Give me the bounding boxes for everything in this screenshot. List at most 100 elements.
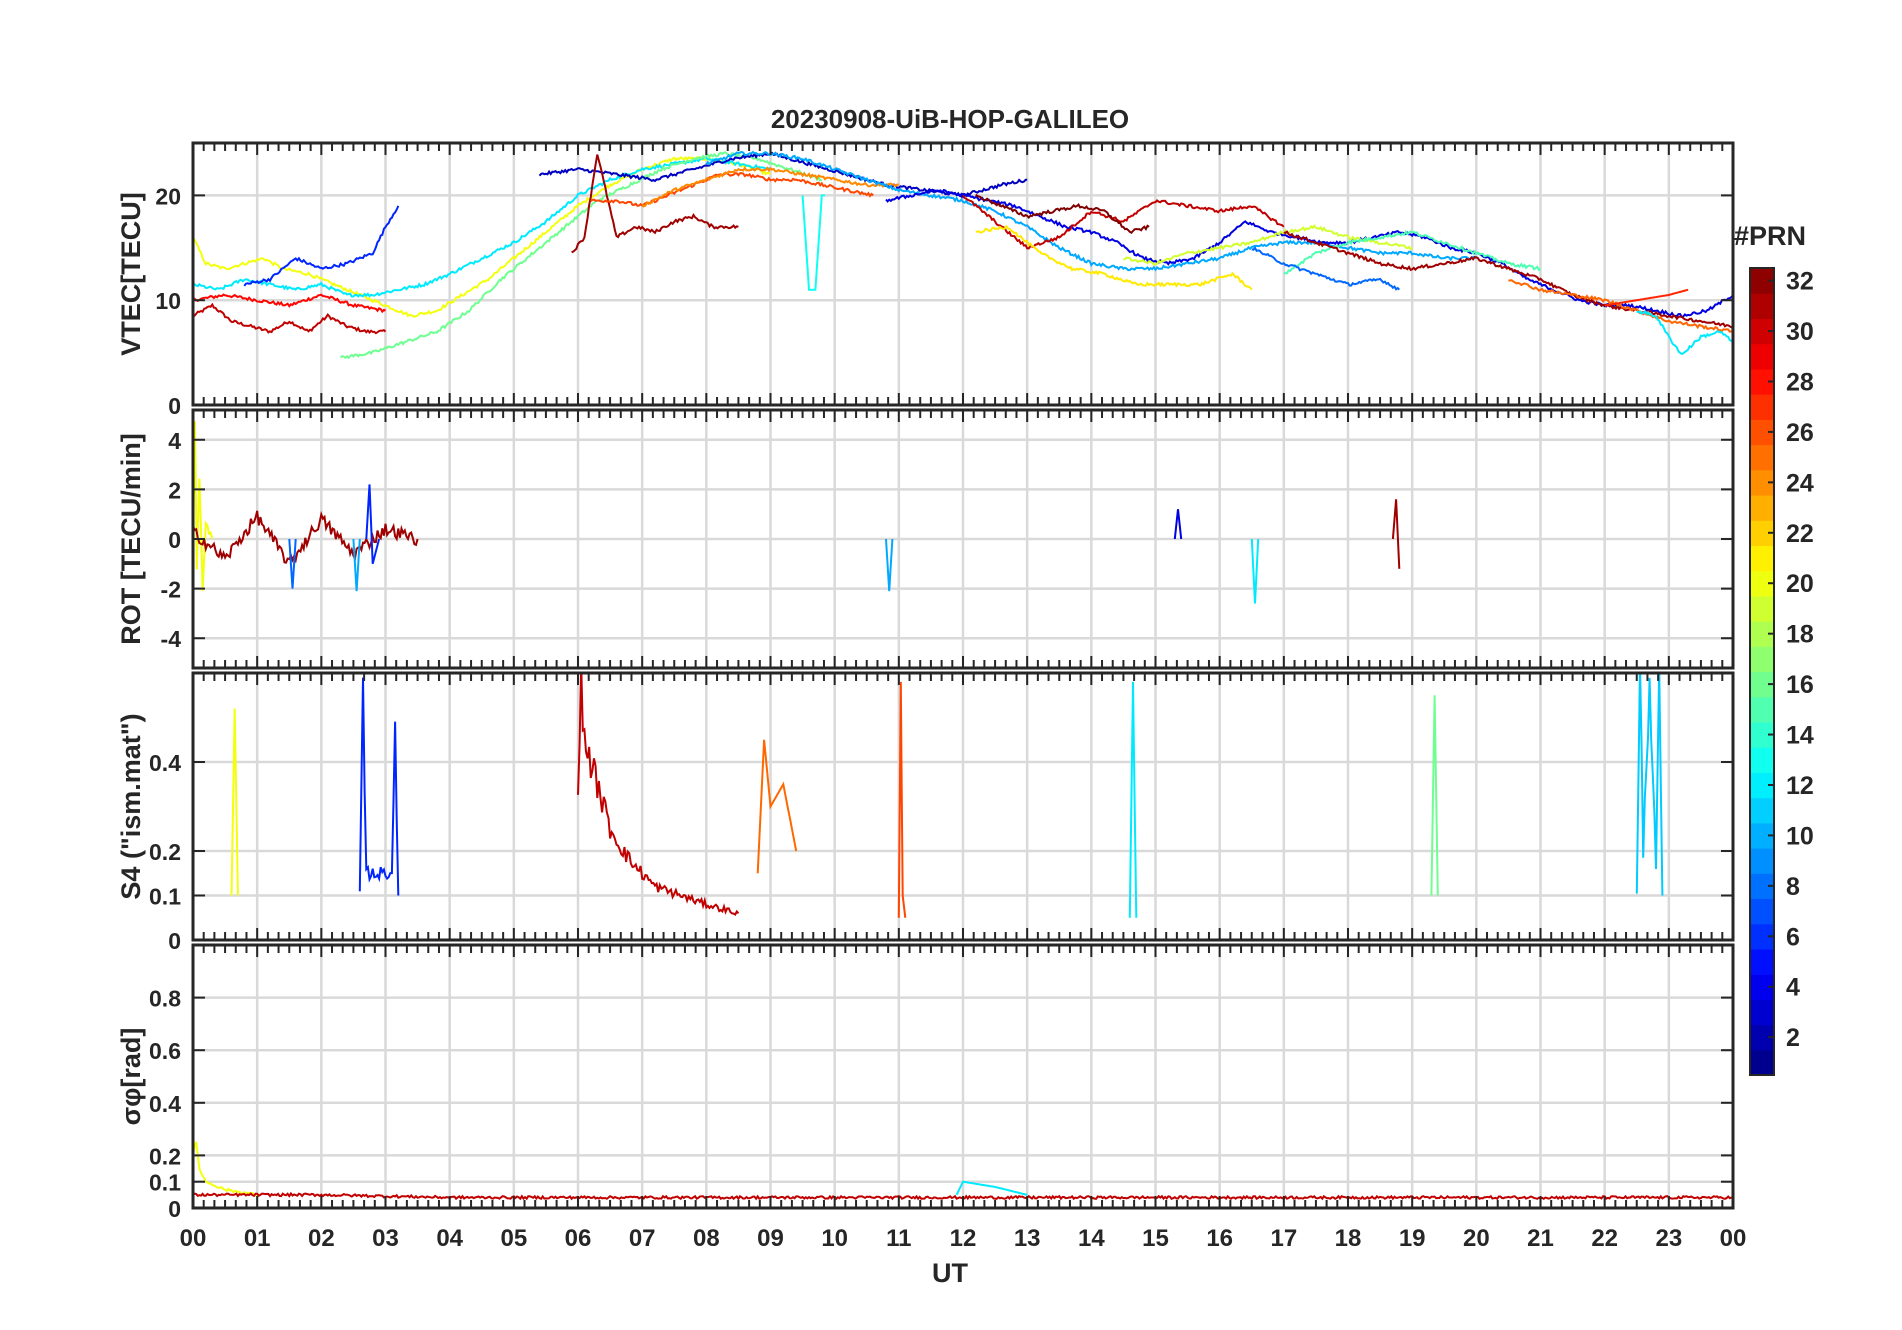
colorbar-tick-label: 20: [1786, 570, 1814, 598]
colorbar-tick-label: 4: [1786, 974, 1800, 1002]
series-group: [193, 150, 1733, 360]
series-line-prn-30: [193, 302, 387, 335]
panel-sigma: 00.10.2 0.4 0.6 0.8σφ[rad]: [116, 943, 1735, 1222]
colorbar-tick-label: 14: [1786, 722, 1814, 750]
series-line-prn-12: [1250, 538, 1260, 604]
y-axis-label: σφ[rad]: [116, 1028, 146, 1126]
series-line-prn-31: [1283, 230, 1733, 329]
series-line-prn-21: [975, 224, 1253, 291]
x-tick-label: 14: [1078, 1225, 1105, 1252]
panel-rot: -4 -2 0 2 4 ROT [TECU/min]: [116, 408, 1735, 670]
series-line-prn-26: [590, 172, 874, 207]
y-tick-label: 0.1: [149, 1170, 181, 1196]
x-tick-label: 04: [436, 1225, 463, 1252]
series-line-prn-20: [193, 421, 214, 592]
colorbar-segment: [1750, 394, 1774, 420]
x-tick-label: 20: [1463, 1225, 1490, 1252]
y-tick-label: 0: [168, 1196, 181, 1222]
series-line-prn-3: [538, 151, 1028, 199]
colorbar-tick-label: 22: [1786, 520, 1814, 548]
y-tick-label: 0.1: [149, 884, 181, 910]
series-line-prn-6: [358, 677, 400, 896]
series-line-prn-10: [885, 538, 894, 592]
series-line-prn-16: [1430, 695, 1439, 896]
x-tick-label: 06: [565, 1225, 592, 1252]
series-line-prn-25: [1508, 279, 1733, 333]
y-tick-label: 0.2: [149, 1143, 181, 1169]
series-line-prn-10: [352, 538, 361, 592]
x-tick-label: 10: [821, 1225, 848, 1252]
panel-vtec: 0 10 20 VTEC[TECU]: [116, 141, 1735, 419]
colorbar-tick-label: 10: [1786, 822, 1814, 850]
y-tick-label: 0.4: [149, 1091, 181, 1117]
series-line-prn-20: [193, 1141, 258, 1197]
colorbar-segment: [1750, 1049, 1774, 1076]
colorbar-segment: [1750, 797, 1774, 824]
colorbar-segment: [1750, 494, 1774, 521]
x-tick-label: 18: [1335, 1225, 1362, 1252]
panel-s4: 0 0.1 0.2 0.4S4 ("ism.mat"): [116, 671, 1735, 954]
x-tick-label: 09: [757, 1225, 784, 1252]
colorbar-tick-label: 24: [1786, 469, 1814, 497]
colorbar-frame: [1749, 267, 1775, 1076]
series-line-prn-6: [243, 205, 400, 287]
colorbar-segment: [1750, 293, 1774, 320]
colorbar-tick-label: 28: [1786, 368, 1814, 396]
series-line-prn-10: [705, 150, 1477, 272]
colorbar-tick-label: 18: [1786, 621, 1814, 649]
colorbar-tick-label: 6: [1786, 923, 1800, 951]
series-line-prn-12: [955, 1180, 1028, 1196]
colorbar-segment: [1750, 545, 1774, 572]
colorbar-tick-label: 30: [1786, 318, 1814, 346]
x-tick-label: 22: [1591, 1225, 1618, 1252]
series-line-prn-13: [801, 194, 825, 291]
series-line-prn-20: [193, 156, 772, 318]
colorbar-title: #PRN: [1734, 221, 1806, 251]
y-tick-label: 0: [168, 928, 181, 954]
series-line-prn-32: [975, 193, 1150, 234]
series-line-prn-4: [1173, 509, 1183, 540]
x-tick-label: 21: [1527, 1225, 1554, 1252]
x-tick-label: 16: [1206, 1225, 1233, 1252]
colorbar-tick-label: 12: [1786, 772, 1814, 800]
x-axis: 00 01 02 03 04 05 06 07 08 09 10 11 12 13 14 15 16 17 18 19…: [180, 1225, 1747, 1252]
series-line-prn-12: [1128, 681, 1138, 918]
x-tick-label: 02: [308, 1225, 335, 1252]
x-tick-label: 00: [180, 1225, 207, 1252]
series-line-prn-30: [577, 673, 740, 917]
series-line-prn-31: [571, 154, 739, 254]
x-tick-label: 23: [1655, 1225, 1682, 1252]
colorbar-segment: [1750, 848, 1774, 874]
colorbar-segment: [1750, 948, 1774, 975]
series-line-prn-12: [1636, 310, 1733, 355]
x-tick-label: 11: [886, 1225, 911, 1252]
x-tick-label: 13: [1014, 1225, 1041, 1252]
y-axis-label: ROT [TECU/min]: [116, 433, 146, 644]
y-tick-label: 0.4: [149, 750, 181, 776]
series-line-prn-26: [897, 681, 907, 918]
series-line-prn-24: [641, 166, 900, 208]
x-tick-label: 12: [950, 1225, 977, 1252]
series-line-prn-27: [1604, 288, 1689, 307]
series-line-prn-12: [193, 156, 771, 298]
x-tick-label: 07: [629, 1225, 656, 1252]
x-tick-label: 19: [1399, 1225, 1426, 1252]
series-line-prn-31: [193, 510, 419, 564]
y-tick-label: 0.8: [149, 986, 181, 1012]
colorbar-segment: [1750, 343, 1774, 370]
y-tick-label: 0.2: [149, 839, 181, 865]
colorbar-tick-label: 16: [1786, 671, 1814, 699]
series-line-prn-15: [1283, 229, 1542, 275]
colorbar-segment: [1750, 898, 1774, 925]
y-tick-label: 0.6: [149, 1038, 181, 1064]
y-tick-label: 0: [168, 393, 181, 419]
series-line-prn-28: [193, 293, 386, 314]
chart-title: 20230908-UiB-HOP-GALILEO: [771, 104, 1129, 134]
y-tick-label: 20: [155, 183, 181, 209]
colorbar-tick-label: 2: [1786, 1024, 1800, 1052]
y-tick-label: 0: [168, 527, 181, 553]
x-tick-label: 17: [1270, 1225, 1297, 1252]
series-line-prn-8: [288, 538, 297, 589]
